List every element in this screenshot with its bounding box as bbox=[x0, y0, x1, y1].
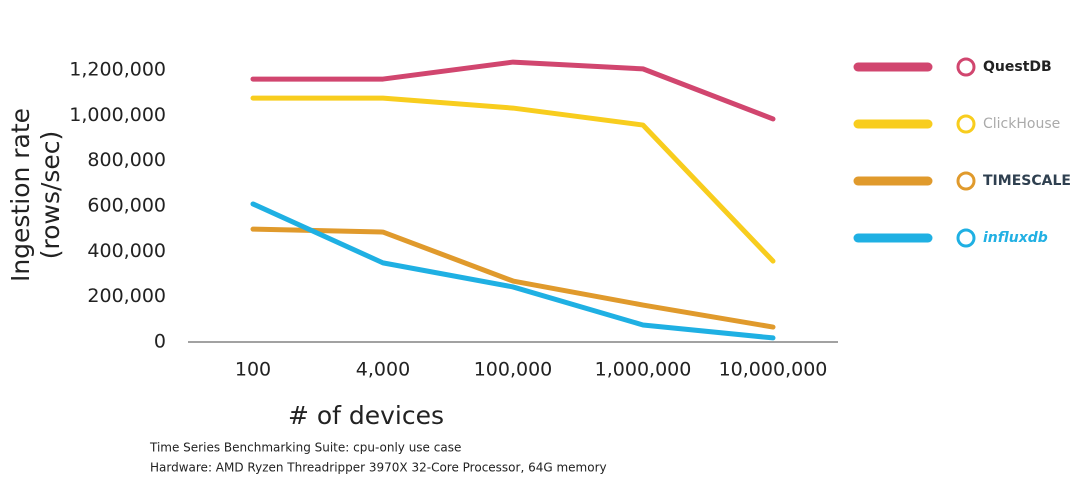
series-line bbox=[250, 59, 776, 122]
y-tick-label: 1,000,000 bbox=[69, 104, 166, 126]
y-tick-label: 800,000 bbox=[87, 149, 166, 171]
x-tick-label: 10,000,000 bbox=[719, 359, 828, 381]
y-tick-label: 1,200,000 bbox=[69, 59, 166, 81]
legend-label: ClickHouse bbox=[983, 116, 1060, 132]
legend-icon bbox=[956, 171, 976, 191]
x-tick-label: 4,000 bbox=[356, 359, 410, 381]
legend-icon bbox=[956, 228, 976, 248]
legend-icon bbox=[956, 114, 976, 134]
footnote: Hardware: AMD Ryzen Threadripper 3970X 3… bbox=[150, 461, 607, 475]
legend-label: QuestDB bbox=[983, 59, 1052, 75]
series-line bbox=[250, 201, 776, 341]
legend-label: TIMESCALE bbox=[983, 173, 1071, 189]
y-tick-label: 400,000 bbox=[87, 240, 166, 262]
legend-label: influxdb bbox=[983, 230, 1048, 246]
y-tick-label: 0 bbox=[154, 331, 166, 353]
footnote: Time Series Benchmarking Suite: cpu-only… bbox=[149, 441, 461, 455]
legend-icon bbox=[956, 57, 976, 77]
x-tick-label: 100 bbox=[235, 359, 271, 381]
x-tick-label: 100,000 bbox=[474, 359, 553, 381]
y-axis-title: (rows/sec) bbox=[36, 131, 65, 260]
x-tick-label: 1,000,000 bbox=[595, 359, 692, 381]
x-axis-title: # of devices bbox=[288, 401, 444, 430]
series-line bbox=[250, 226, 776, 330]
series-line bbox=[250, 95, 776, 264]
y-tick-label: 200,000 bbox=[87, 285, 166, 307]
y-axis-title: Ingestion rate bbox=[6, 108, 35, 282]
y-tick-label: 600,000 bbox=[87, 195, 166, 217]
